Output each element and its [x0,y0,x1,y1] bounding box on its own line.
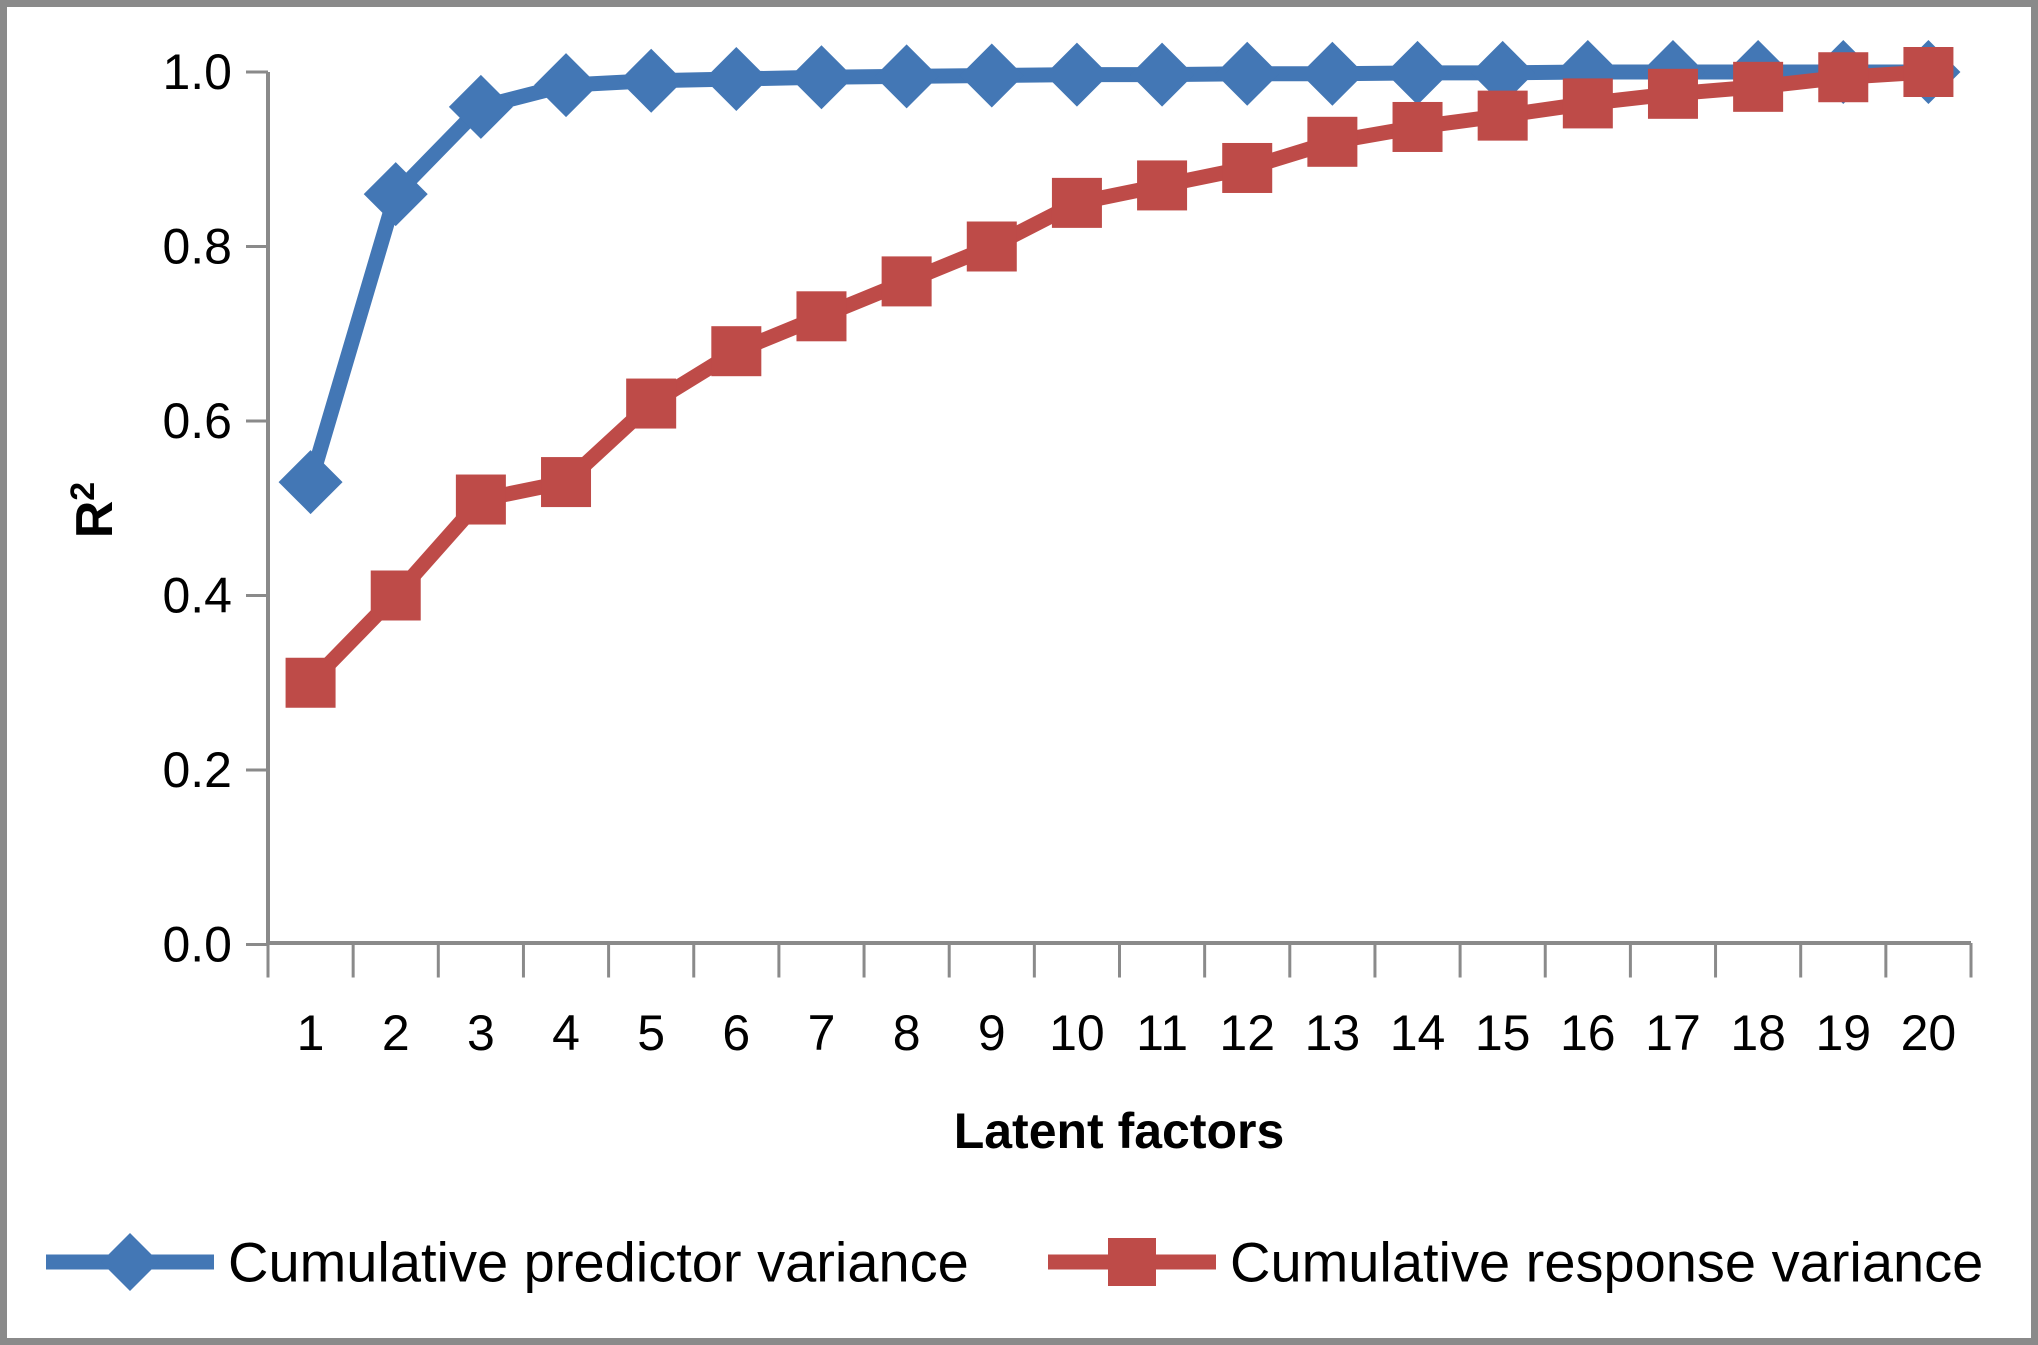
x-axis: 1 2 3 4 5 6 7 8 9 10 11 12 13 14 15 16 17 18 19 20 [266,941,1973,1061]
x-tick-label: 13 [1305,1005,1361,1061]
data-point-diamond [874,44,939,109]
data-point-square [370,570,421,621]
legend-label-response: Cumulative response variance [1230,1231,1983,1294]
data-point-square [626,378,677,429]
series-line [303,64,1936,490]
legend: Cumulative predictor variance Cumulative… [46,1231,1983,1294]
data-point-square [1392,101,1443,152]
data-point-diamond [448,74,513,139]
x-tick-label: 16 [1560,1005,1616,1061]
x-tick-label: 3 [467,1005,495,1061]
x-tick-label: 20 [1901,1005,1957,1061]
x-tick-label: 15 [1475,1005,1531,1061]
legend-item-response: Cumulative response variance [1048,1231,1983,1294]
y-axis: 0.0 0.2 0.4 0.6 0.8 1.0 [162,44,270,973]
legend-square-icon [1108,1238,1156,1286]
data-point-square [1818,52,1869,103]
x-tick-label: 18 [1730,1005,1786,1061]
data-point-diamond [1215,41,1280,106]
x-tick-label: 4 [552,1005,580,1061]
legend-diamond-icon [101,1233,159,1291]
data-point-square [796,291,847,342]
series-line [303,64,1936,691]
data-point-square [1903,47,1954,97]
y-tick-label: 0.8 [162,219,232,275]
y-tick-label: 1.0 [162,44,232,100]
data-point-square [1647,68,1698,119]
data-point-square [455,474,506,525]
y-axis-title-superscript: 2 [64,482,102,501]
legend-label-predictor: Cumulative predictor variance [228,1231,969,1294]
x-tick-label: 7 [808,1005,836,1061]
x-tick-label: 14 [1390,1005,1446,1061]
data-point-diamond [534,53,599,118]
data-point-square [1562,78,1613,129]
data-point-square [966,221,1017,272]
data-point-square [1477,90,1528,141]
data-point-square [711,326,762,377]
x-axis-title: Latent factors [954,1103,1285,1159]
data-point-diamond [704,46,769,111]
data-point-square [1733,61,1784,112]
data-point-diamond [959,43,1024,108]
data-point-diamond [619,48,684,113]
data-point-square [1307,116,1358,167]
data-point-square [1051,177,1102,228]
pls-variance-chart: 0.00.20.40.60.81.0 1 2 3 4 5 6 7 8 9 10 11 12 13 14 15… [46,40,1983,1294]
y-axis-title-base: R [66,501,124,539]
data-point-diamond [1385,40,1450,105]
x-tick-label: 19 [1815,1005,1871,1061]
data-point-square [541,457,592,508]
x-tick-label: 5 [637,1005,665,1061]
x-tick-label: 6 [722,1005,750,1061]
data-point-diamond [789,45,854,110]
x-tick-label: 1 [297,1005,325,1061]
y-tick-label: 0.2 [162,742,232,798]
legend-item-predictor: Cumulative predictor variance [46,1231,969,1294]
x-tick-label: 8 [893,1005,921,1061]
y-tick-label: 0.0 [162,917,232,973]
series-response [285,47,1954,708]
x-tick-label: 2 [382,1005,410,1061]
y-axis-title: R2 [64,482,124,538]
data-point-diamond [1470,40,1535,105]
data-point-square [881,256,932,307]
data-point-diamond [1044,42,1109,107]
data-point-square [1137,160,1188,211]
x-tick-label: 10 [1049,1005,1105,1061]
data-point-square [1222,142,1273,193]
y-tick-label: 0.6 [162,393,232,449]
series-layer [278,40,1961,708]
data-point-diamond [278,450,343,515]
y-tick-label: 0.4 [162,568,232,624]
x-tick-label: 11 [1136,1005,1188,1061]
data-point-square [285,657,336,708]
x-tick-label: 12 [1219,1005,1275,1061]
x-tick-label: 17 [1645,1005,1701,1061]
data-point-diamond [1130,42,1195,107]
data-point-diamond [1300,41,1365,106]
x-tick-label: 9 [978,1005,1006,1061]
data-point-diamond [363,162,428,227]
series-predictor [278,40,1961,515]
